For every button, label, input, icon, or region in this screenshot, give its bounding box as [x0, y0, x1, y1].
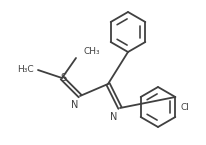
Text: CH₃: CH₃: [84, 47, 101, 56]
Text: S: S: [60, 73, 66, 83]
Text: H₃C: H₃C: [17, 66, 34, 75]
Text: N: N: [71, 100, 78, 110]
Text: N: N: [110, 112, 117, 122]
Text: Cl: Cl: [181, 103, 190, 112]
